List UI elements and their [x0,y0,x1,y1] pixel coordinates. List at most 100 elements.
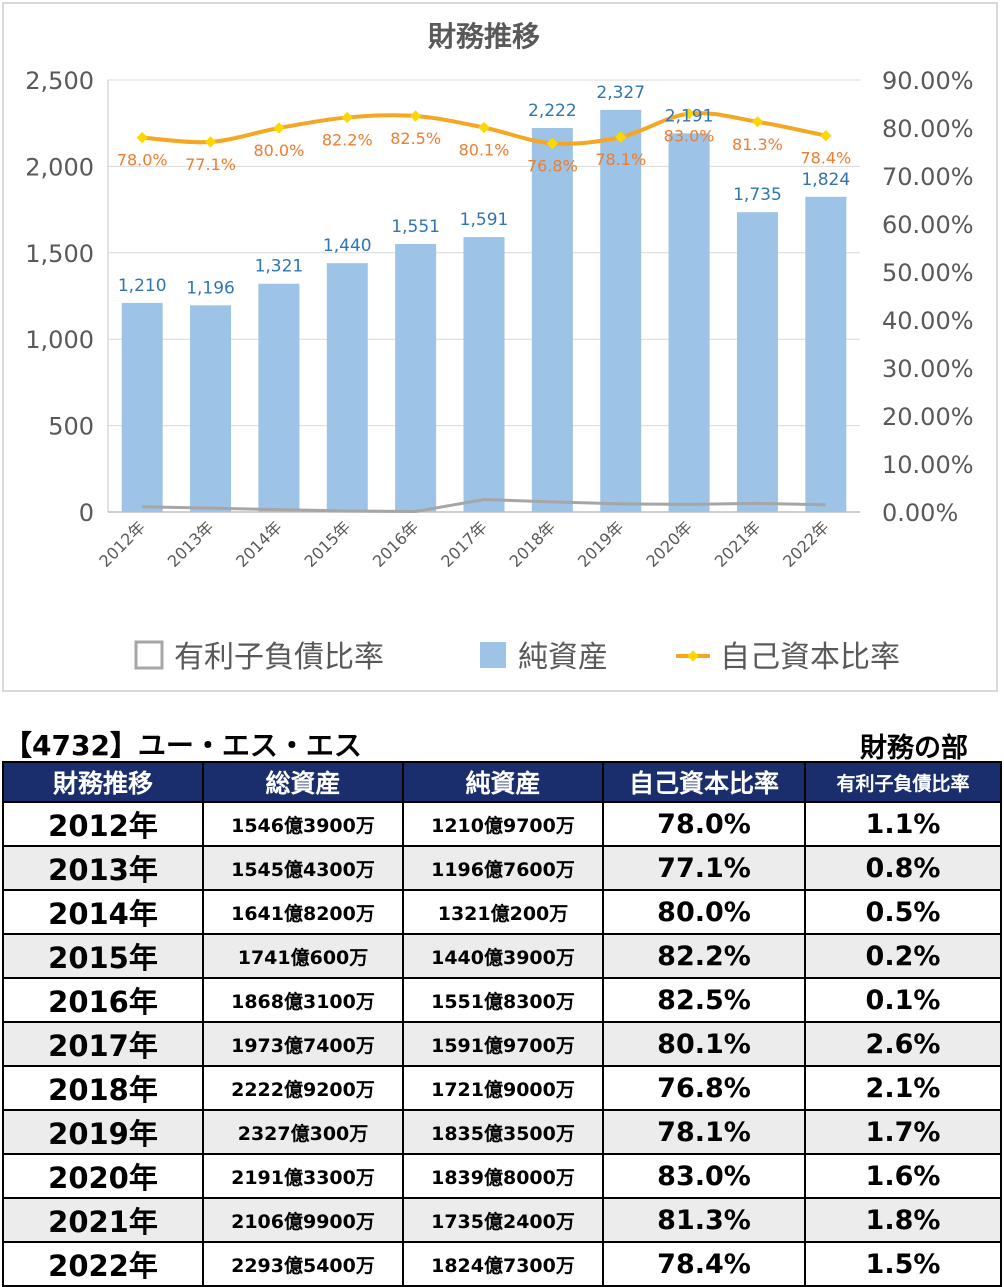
cell-net-assets: 1721億9000万 [402,1065,604,1111]
point-equity-ratio [273,122,285,134]
cell-total-assets: 2106億9900万 [202,1197,404,1243]
legend-label-net-assets: 純資産 [518,640,608,675]
y-right-tick-label: 20.00% [882,403,974,431]
table-row: 2012年 1546億3900万 1210億9700万 78.0% 1.1% [2,801,1002,847]
cell-equity-ratio: 80.0% [602,889,806,935]
col-header-equity-ratio: 自己資本比率 [602,761,806,803]
cell-total-assets: 2327億300万 [202,1109,404,1155]
x-tick-label: 2018年 [506,517,560,571]
cell-equity-ratio: 80.1% [602,1021,806,1067]
bar-net-assets [668,133,710,512]
cell-total-assets: 1545億4300万 [202,845,404,891]
legend-swatch-net-assets [480,642,506,668]
cell-year: 2019年 [2,1109,204,1155]
table-row: 2015年 1741億600万 1440億3900万 82.2% 0.2% [2,933,1002,979]
cell-year: 2022年 [2,1241,204,1287]
cell-equity-ratio: 77.1% [602,845,806,891]
point-equity-ratio [136,131,148,144]
cell-total-assets: 1741億600万 [202,933,404,979]
y-right-tick-label: 50.00% [882,259,974,287]
data-label-net-assets: 2,222 [528,101,577,121]
data-label-equity-ratio: 78.4% [800,149,851,168]
cell-net-assets: 1551億8300万 [402,977,604,1023]
cell-debt-ratio: 1.8% [804,1197,1002,1243]
bar-net-assets [258,283,300,512]
data-label-equity-ratio: 80.1% [459,141,510,160]
section-title: 財務の部 [860,733,968,764]
cell-year: 2013年 [2,845,204,891]
cell-equity-ratio: 81.3% [602,1197,806,1243]
point-equity-ratio [478,121,490,134]
bar-net-assets [121,302,163,512]
y-right-tick-label: 60.00% [882,211,974,239]
data-label-equity-ratio: 78.0% [117,151,168,170]
data-label-equity-ratio: 81.3% [732,135,783,154]
x-tick-label: 2017年 [437,517,491,571]
financial-table: 財務推移 総資産 純資産 自己資本比率 有利子負債比率 2012年 1546億39… [2,761,1002,1287]
y-right-tick-label: 30.00% [882,355,974,383]
cell-debt-ratio: 2.1% [804,1065,1002,1111]
table-header-row: 財務推移 総資産 純資産 自己資本比率 有利子負債比率 [2,761,1002,803]
cell-net-assets: 1196億7600万 [402,845,604,891]
x-tick-label: 2020年 [642,517,696,571]
data-label-equity-ratio: 82.5% [390,129,441,148]
y-left-tick-label: 2,000 [25,153,94,181]
data-label-net-assets: 1,824 [801,170,850,190]
cell-net-assets: 1735億2400万 [402,1197,604,1243]
cell-year: 2016年 [2,977,204,1023]
legend-label-equity-ratio: 自己資本比率 [720,640,900,675]
data-label-net-assets: 2,191 [665,106,714,126]
point-equity-ratio [546,137,559,150]
col-header-debt-ratio: 有利子負債比率 [804,761,1002,803]
table-row: 2019年 2327億300万 1835億3500万 78.1% 1.7% [2,1109,1002,1155]
cell-debt-ratio: 1.5% [804,1241,1002,1287]
cell-equity-ratio: 83.0% [602,1153,806,1199]
data-label-net-assets: 1,591 [460,210,509,230]
y-right-tick-label: 90.00% [882,67,974,95]
cell-net-assets: 1210億9700万 [402,801,604,847]
x-tick-label: 2012年 [95,517,149,571]
cell-net-assets: 1440億3900万 [402,933,604,979]
legend-swatch-debt-ratio [134,640,164,670]
table-row: 2020年 2191億3300万 1839億8000万 83.0% 1.6% [2,1153,1002,1199]
x-tick-label: 2014年 [232,517,286,571]
col-header-net-assets: 純資産 [402,761,604,803]
data-label-equity-ratio: 83.0% [664,127,715,146]
cell-equity-ratio: 78.4% [602,1241,806,1287]
col-header-total-assets: 総資産 [202,761,404,803]
cell-net-assets: 1591億9700万 [402,1021,604,1067]
data-label-equity-ratio: 82.2% [322,130,373,149]
cell-total-assets: 1973億7400万 [202,1021,404,1067]
chart-area: 財務推移 0 500 1,000 1,500 2,000 2,500 0.00% 10.00% 2… [2,2,998,692]
table-row: 2013年 1545億4300万 1196億7600万 77.1% 0.8% [2,845,1002,891]
data-label-net-assets: 2,327 [596,83,645,103]
cell-year: 2012年 [2,801,204,847]
data-label-net-assets: 1,321 [255,257,304,277]
bar-net-assets [805,196,847,512]
table-row: 2017年 1973億7400万 1591億9700万 80.1% 2.6% [2,1021,1002,1067]
table-row: 2016年 1868億3100万 1551億8300万 82.5% 0.1% [2,977,1002,1023]
cell-net-assets: 1824億7300万 [402,1241,604,1287]
y-left-tick-label: 1,000 [25,326,94,354]
point-equity-ratio [204,136,217,148]
cell-equity-ratio: 82.2% [602,933,806,979]
y-right-tick-label: 0.00% [882,499,958,527]
cell-total-assets: 1641億8200万 [202,889,404,935]
data-label-net-assets: 1,440 [323,236,372,256]
cell-year: 2014年 [2,889,204,935]
data-label-net-assets: 1,735 [733,185,782,205]
cell-total-assets: 1546億3900万 [202,801,404,847]
x-tick-label: 2019年 [574,517,628,571]
data-label-equity-ratio: 77.1% [185,155,236,174]
cell-net-assets: 1839億8000万 [402,1153,604,1199]
data-label-equity-ratio: 76.8% [527,156,578,175]
cell-year: 2018年 [2,1065,204,1111]
cell-equity-ratio: 76.8% [602,1065,806,1111]
cell-debt-ratio: 0.1% [804,977,1002,1023]
x-tick-label: 2016年 [369,517,423,571]
cell-debt-ratio: 1.1% [804,801,1002,847]
table-row: 2022年 2293億5400万 1824億7300万 78.4% 1.5% [2,1241,1002,1287]
cell-equity-ratio: 82.5% [602,977,806,1023]
y-left-tick-label: 2,500 [25,67,94,95]
data-label-equity-ratio: 80.0% [253,141,304,160]
